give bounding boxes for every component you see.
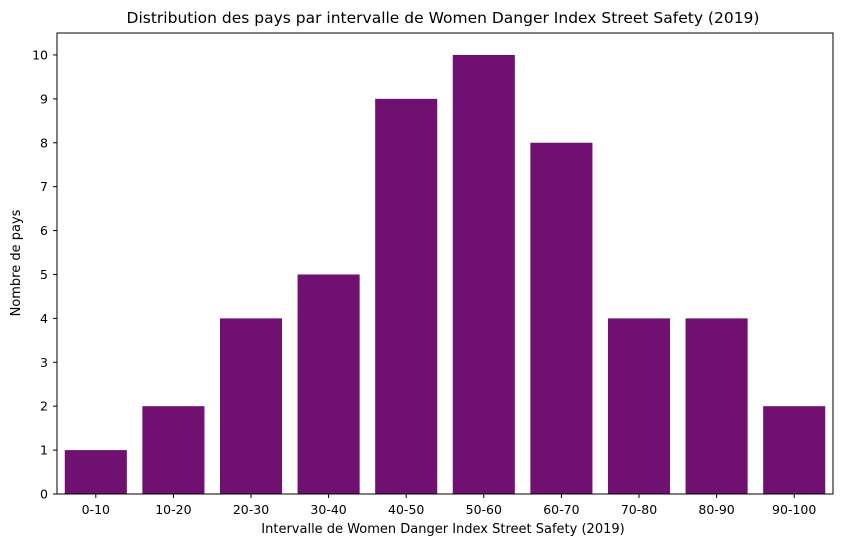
y-axis-label: Nombre de pays <box>9 209 24 316</box>
y-tick-label: 1 <box>40 443 48 458</box>
x-tick-label: 50-60 <box>466 502 502 517</box>
x-tick-label: 30-40 <box>310 502 346 517</box>
y-tick-label: 8 <box>40 135 48 150</box>
y-tick-label: 5 <box>40 267 48 282</box>
bar-50-60 <box>452 54 515 494</box>
bar-20-30 <box>219 318 283 494</box>
bar-0-10 <box>64 450 127 494</box>
y-tick-label: 3 <box>40 355 48 370</box>
plot-frame <box>56 32 834 495</box>
y-tick-label: 10 <box>32 47 48 62</box>
bar-40-50 <box>375 98 438 494</box>
x-tick-label: 60-70 <box>543 502 579 517</box>
y-tick-label: 4 <box>40 311 48 326</box>
x-tick-label: 20-30 <box>233 502 269 517</box>
x-tick-label: 70-80 <box>621 502 657 517</box>
x-tick-label: 10-20 <box>155 502 191 517</box>
y-tick-label: 6 <box>40 223 48 238</box>
x-tick-label: 90-100 <box>772 502 816 517</box>
x-tick-label: 40-50 <box>388 502 424 517</box>
x-tick-label: 0-10 <box>82 502 110 517</box>
y-tick-label: 2 <box>40 399 48 414</box>
y-axis-ticks: 0 1 2 3 4 5 6 7 8 9 10 <box>32 47 57 502</box>
bars-group <box>64 54 826 494</box>
bar-60-70 <box>530 142 593 494</box>
chart-title: Distribution des pays par intervalle de … <box>127 9 760 27</box>
bar-10-20 <box>142 406 205 494</box>
bar-80-90 <box>685 318 748 494</box>
x-axis-ticks: 0-10 10-20 20-30 30-40 40-50 50-60 60-70 70-80 8… <box>82 494 816 517</box>
x-tick-label: 80-90 <box>698 502 734 517</box>
x-axis-label: Intervalle de Women Danger Index Street … <box>261 522 624 537</box>
bar-30-40 <box>297 274 360 494</box>
y-tick-label: 9 <box>40 91 48 106</box>
y-tick-label: 0 <box>40 487 48 502</box>
y-tick-label: 7 <box>40 179 48 194</box>
bar-70-80 <box>607 318 671 494</box>
bar-90-100 <box>763 406 826 494</box>
